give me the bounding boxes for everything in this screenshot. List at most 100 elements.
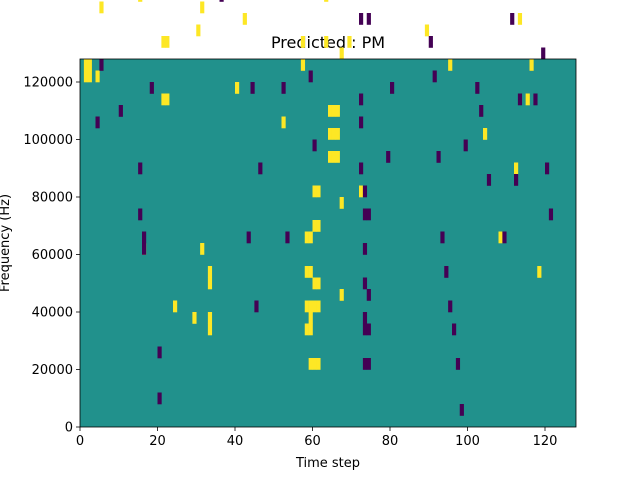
heatmap-cell-low [362, 185, 368, 198]
heatmap-background [80, 59, 576, 427]
heatmap-cell-high [316, 220, 321, 232]
heatmap-cell-low [436, 151, 441, 163]
heatmap-cell-high [316, 185, 321, 198]
heatmap-cell-low [440, 231, 445, 244]
x-tick-label: 100 [455, 434, 480, 449]
heatmap-cell-low [390, 82, 395, 94]
heatmap-cell-high [87, 70, 92, 83]
heatmap-cell-high [529, 59, 534, 71]
heatmap-cell-high [83, 70, 89, 83]
heatmap-cell-low [455, 358, 461, 370]
heatmap-cell-high [173, 300, 178, 313]
heatmap-cell-high [308, 300, 313, 313]
y-tick-label: 80000 [32, 191, 73, 206]
heatmap-cell-low [138, 162, 143, 175]
heatmap-cell-high [308, 231, 313, 244]
heatmap-cell-high [138, 0, 143, 2]
heatmap-cell-low [366, 13, 371, 25]
heatmap-cell-high [300, 36, 306, 48]
heatmap-cell-low [517, 93, 523, 106]
heatmap-cell-high [312, 185, 317, 198]
heatmap-cell-high [517, 13, 523, 25]
heatmap-cell-low [254, 300, 259, 313]
heatmap-cell-high [308, 266, 313, 278]
heatmap-cell-low [362, 243, 368, 255]
heatmap-cell-high [312, 358, 317, 370]
heatmap-cell-low [479, 105, 484, 117]
heatmap-cell-high [331, 151, 337, 163]
heatmap-cell-low [362, 208, 368, 221]
heatmap-cell-low [459, 404, 464, 416]
heatmap-cell-low [95, 116, 100, 129]
heatmap-cell-low [118, 105, 123, 117]
heatmap-cell-low [359, 116, 364, 129]
heatmap-cell-low [545, 162, 550, 175]
heatmap-cell-low [362, 358, 368, 370]
heatmap-cell-low [258, 162, 263, 175]
heatmap-cell-low [219, 0, 224, 2]
y-tick-label: 40000 [32, 306, 73, 321]
heatmap-cell-high [331, 105, 337, 117]
x-tick-label: 80 [382, 434, 399, 449]
heatmap-cell-high [200, 243, 205, 255]
heatmap-cell-high [308, 323, 313, 336]
heatmap-cell-high [207, 266, 213, 278]
heatmap-cell-high [242, 13, 247, 25]
y-tick-label: 60000 [32, 248, 73, 263]
heatmap-cell-low [452, 323, 457, 336]
heatmap-cell-low [157, 392, 162, 405]
heatmap-cell-high [235, 82, 240, 94]
y-tick-label: 20000 [32, 363, 73, 378]
heatmap-cell-high [537, 266, 542, 278]
heatmap-cell-high [339, 197, 344, 209]
heatmap-cell-low [99, 59, 104, 71]
heatmap-cell-high [308, 312, 313, 324]
heatmap-cell-high [316, 358, 321, 370]
heatmap-cell-high [304, 266, 309, 278]
heatmap-cell-low [533, 93, 538, 106]
heatmap-cell-high [328, 128, 333, 140]
heatmap-cell-high [328, 105, 333, 117]
plot-frame [79, 58, 577, 428]
heatmap-cell-low [359, 13, 364, 25]
heatmap-cell-high [339, 47, 344, 60]
heatmap-cell-low [444, 266, 449, 278]
heatmap-cell-low [514, 174, 519, 186]
heatmap-cell-high [359, 185, 364, 198]
heatmap-cell-high [335, 151, 340, 163]
heatmap-cell-high [196, 24, 201, 37]
plot-area: 0 20 40 60 80 100 120 0 20000 40000 60000 80000 1000… [23, 0, 577, 449]
heatmap-cell-low [486, 174, 492, 186]
heatmap-cell-high [165, 36, 170, 48]
heatmap-cell-high [312, 300, 317, 313]
heatmap-cell-low [308, 70, 313, 83]
heatmap-cell-high [424, 24, 430, 37]
heatmap-cell-low [362, 277, 368, 290]
heatmap-cell-high [324, 36, 329, 48]
heatmap-cell-high [165, 93, 170, 106]
heatmap-cell-low [366, 323, 371, 336]
heatmap-cell-high [316, 277, 321, 290]
heatmap-cell-high [161, 93, 166, 106]
heatmap-cell-high [498, 231, 503, 244]
y-tick-label: 0 [65, 421, 73, 436]
heatmap-cell-high [331, 128, 337, 140]
heatmap-cell-high [335, 128, 340, 140]
heatmap-cell-high [347, 36, 352, 48]
heatmap-cell-high [95, 70, 100, 83]
y-axis-label: Frequency (Hz) [0, 194, 13, 292]
heatmap-cell-high [304, 231, 309, 244]
heatmap-cell-high [483, 128, 488, 140]
heatmap-cell-low [548, 208, 554, 221]
heatmap-cell-low [359, 162, 364, 175]
heatmap-cell-high [304, 323, 309, 336]
heatmap-cell-high [312, 220, 317, 232]
heatmap-cell-low [250, 82, 255, 94]
heatmap-cell-low [475, 82, 480, 94]
heatmap-cell-low [312, 139, 317, 152]
heatmap-cell-low [281, 82, 286, 94]
heatmap-cell-low [541, 47, 546, 60]
heatmap-cell-high [448, 59, 453, 71]
x-tick-label: 120 [533, 434, 558, 449]
